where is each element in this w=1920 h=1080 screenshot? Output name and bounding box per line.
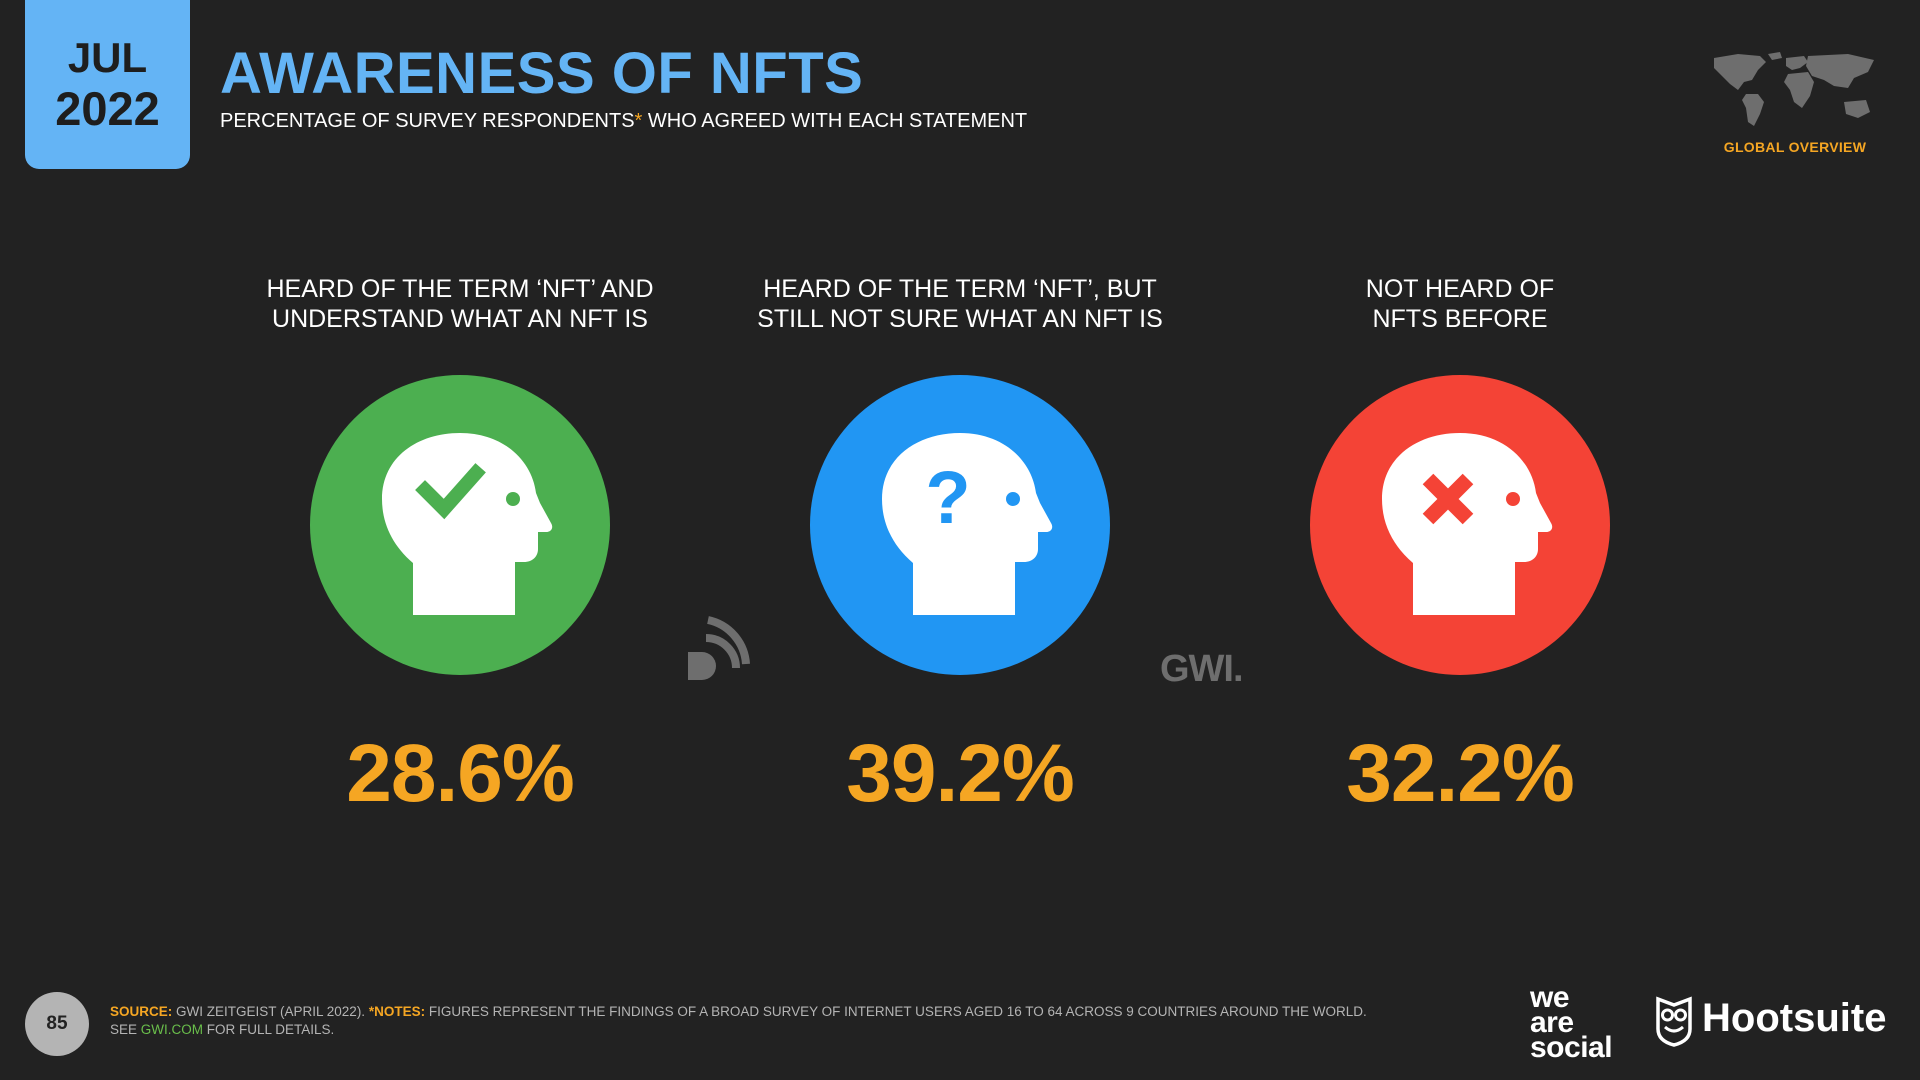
region-label: GLOBAL OVERVIEW <box>1723 139 1867 155</box>
date-month: JUL <box>67 34 148 81</box>
statement-circle-not-heard <box>1310 375 1610 675</box>
statement-circle-understand <box>310 375 610 675</box>
page-subtitle: PERCENTAGE OF SURVEY RESPONDENTS* WHO AG… <box>220 110 1027 133</box>
we-are-social-logo: we are social <box>1530 981 1613 1064</box>
page-title: AWARENESS OF NFTS <box>220 41 864 106</box>
statement-label-not-sure: HEARD OF THE TERM ‘NFT’, BUT STILL NOT S… <box>757 275 1163 333</box>
footnote-line-1: SOURCE: GWI ZEITGEIST (APRIL 2022). *NOT… <box>110 1003 1367 1021</box>
was-line-2: are <box>1530 1006 1574 1039</box>
subtitle-text-rest: WHO AGREED WITH EACH STATEMENT <box>642 110 1028 132</box>
notes-text: FIGURES REPRESENT THE FINDINGS OF A BROA… <box>425 1004 1367 1019</box>
see-after-text: FOR FULL DETAILS. <box>203 1022 335 1037</box>
subtitle-asterisk: * <box>634 110 643 132</box>
world-map-icon <box>1714 52 1874 126</box>
statement-value-not-heard: 32.2% <box>1346 728 1575 819</box>
hootsuite-owl-icon <box>1656 996 1692 1047</box>
hootsuite-logo-text: Hootsuite <box>1702 996 1887 1040</box>
datareportal-logo <box>688 616 750 680</box>
statement-label-understand: HEARD OF THE TERM ‘NFT’ AND UNDERSTAND W… <box>266 275 654 333</box>
footnote: SOURCE: GWI ZEITGEIST (APRIL 2022). *NOT… <box>110 1003 1367 1039</box>
svg-text:?: ? <box>925 456 970 539</box>
footnote-line-2: SEE GWI.COM FOR FULL DETAILS. <box>110 1021 1367 1039</box>
was-line-3: social <box>1530 1031 1613 1064</box>
source-key: SOURCE: <box>110 1004 173 1019</box>
gwi-link[interactable]: GWI.COM <box>140 1022 204 1037</box>
statement-value-understand: 28.6% <box>346 728 575 819</box>
gwi-logo: GWI. <box>1160 648 1244 690</box>
see-text: SEE <box>110 1022 141 1037</box>
page-number: 85 <box>25 992 89 1056</box>
subtitle-text: PERCENTAGE OF SURVEY RESPONDENTS <box>220 110 635 132</box>
head-question-icon: ? <box>882 433 1053 615</box>
date-year: 2022 <box>55 82 160 135</box>
date-badge: JUL 2022 <box>25 0 190 169</box>
was-line-1: we <box>1530 981 1570 1014</box>
source-text: GWI ZEITGEIST (APRIL 2022). <box>172 1004 369 1019</box>
head-checkmark-icon <box>382 433 553 615</box>
notes-key: *NOTES: <box>368 1004 426 1019</box>
head-cross-icon <box>1382 433 1553 615</box>
statement-label-not-heard: NOT HEARD OF NFTS BEFORE <box>1365 275 1555 333</box>
statement-circle-not-sure: ? <box>810 375 1110 675</box>
statement-value-not-sure: 39.2% <box>846 728 1075 819</box>
